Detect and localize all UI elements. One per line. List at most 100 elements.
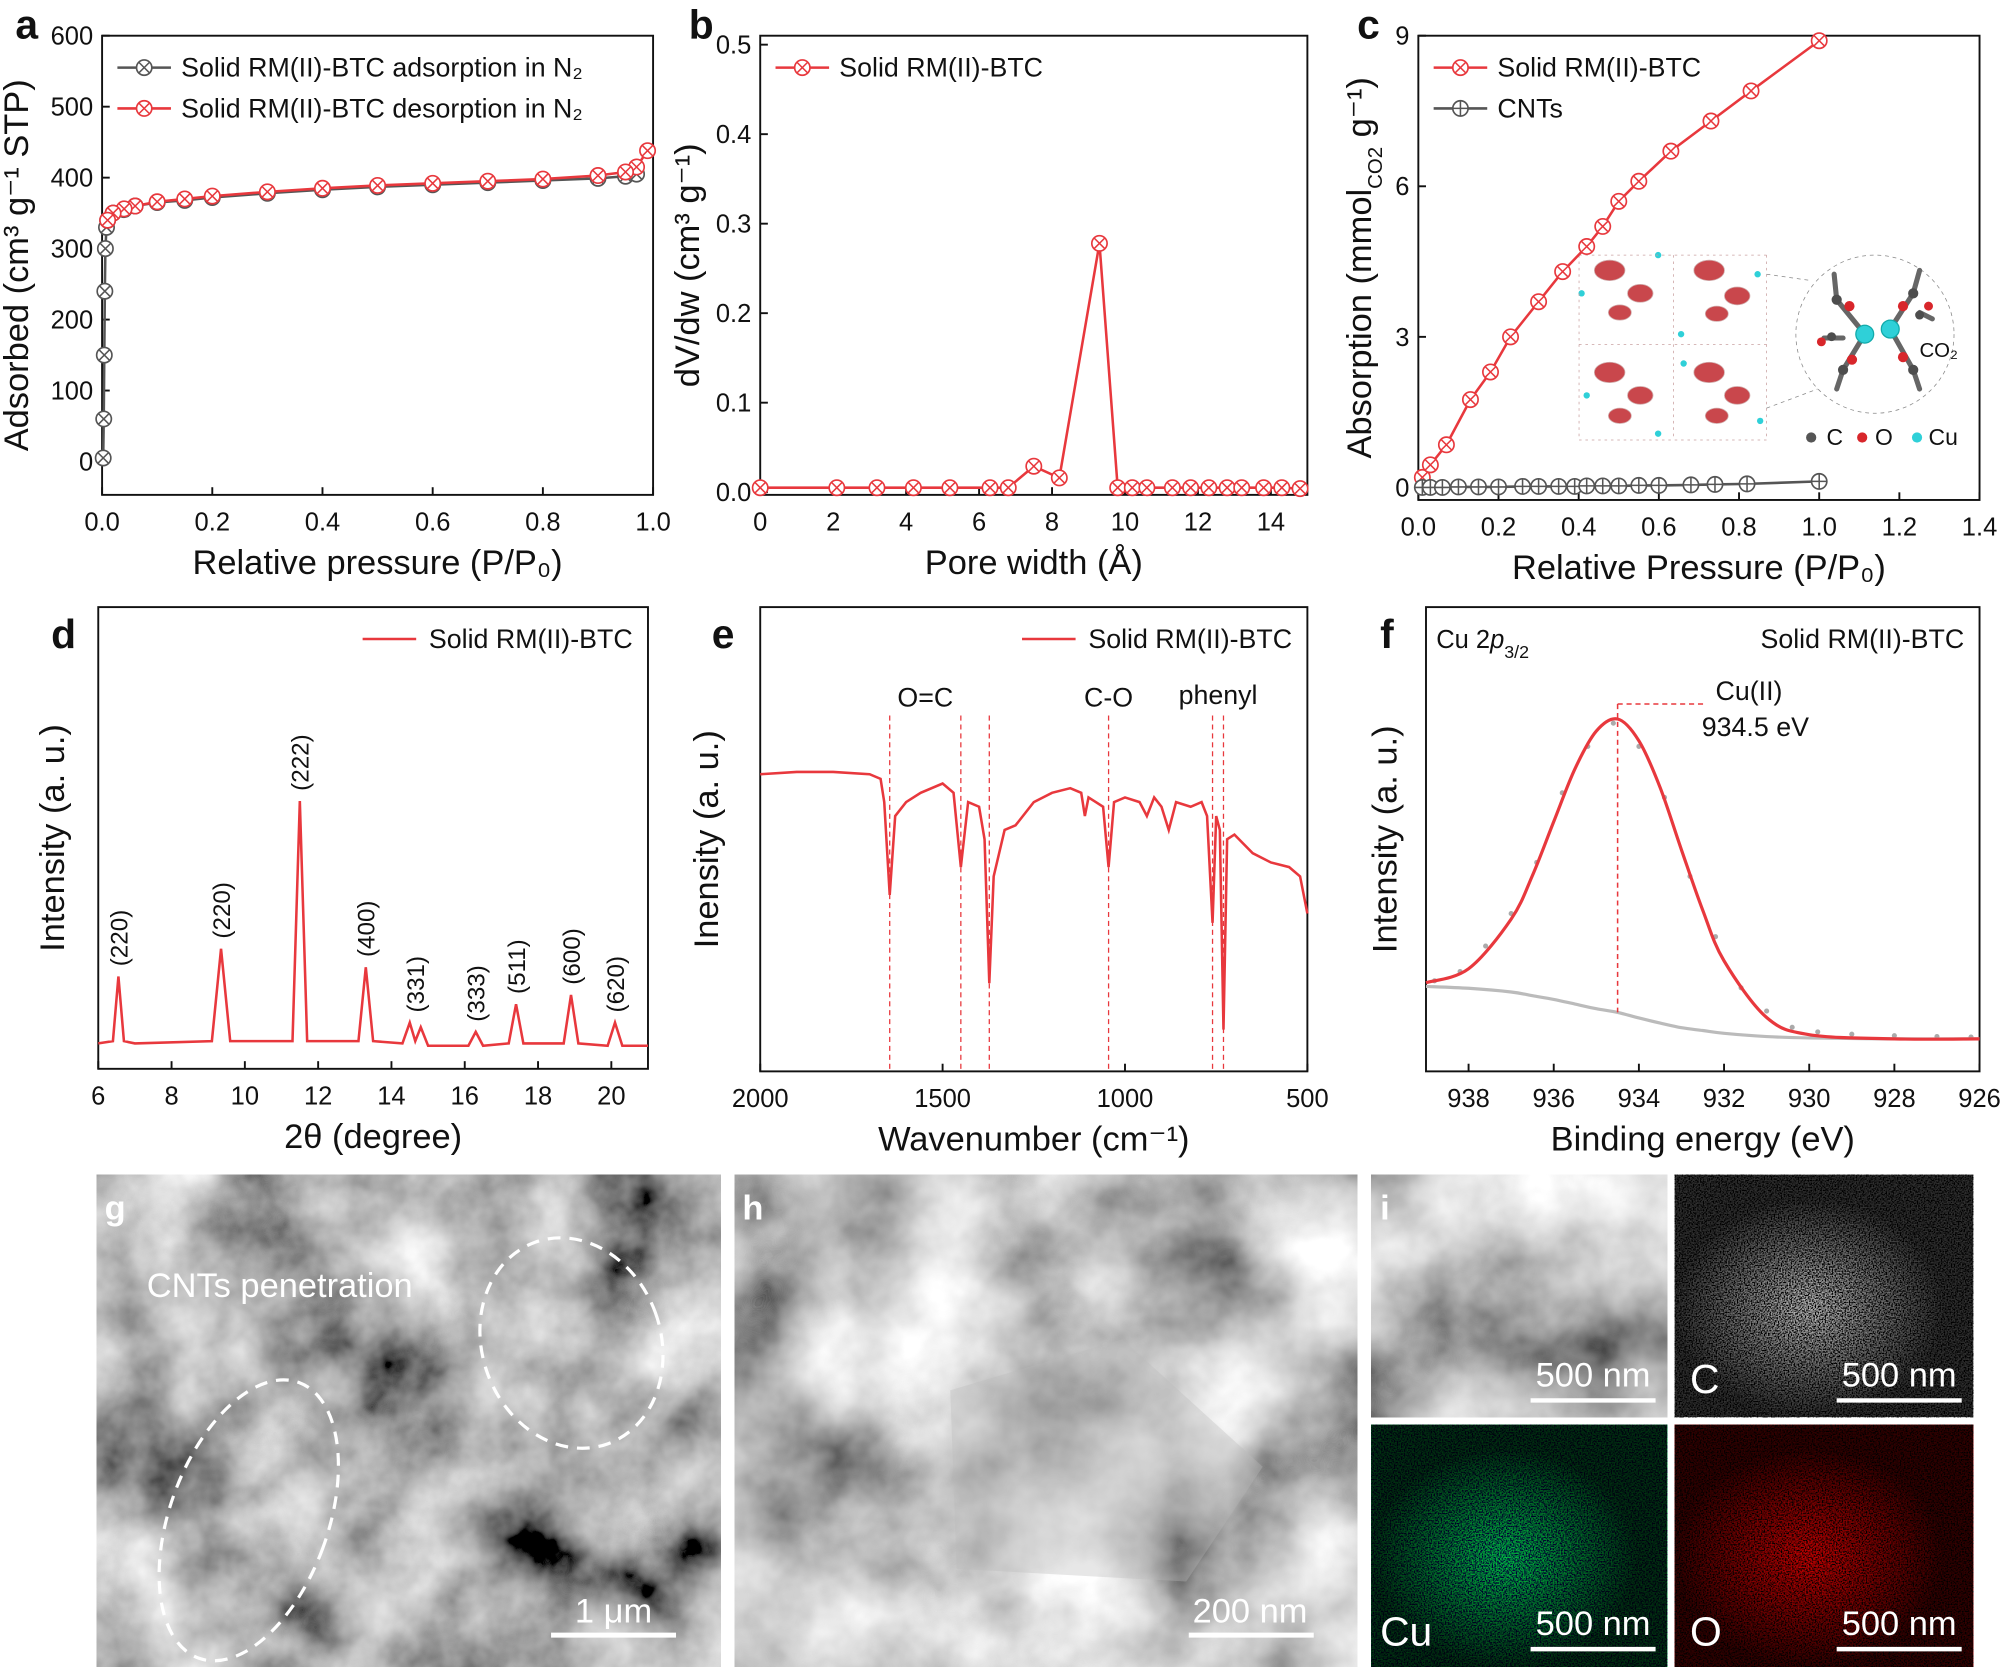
marker-cross xyxy=(830,481,843,494)
marker xyxy=(96,282,114,300)
y-tick-label: 300 xyxy=(51,236,94,264)
y-tick-label: 0.4 xyxy=(716,121,751,149)
plot-frame xyxy=(97,606,649,1070)
series-line xyxy=(760,770,1309,1030)
panel-label: e xyxy=(712,611,735,657)
x-axis-label: Relative Pressure (P/P₀) xyxy=(1512,549,1886,587)
scale-bar-label: 500 nm xyxy=(1842,1356,1957,1394)
y-tick-label: 9 xyxy=(1395,23,1409,51)
marker-cross xyxy=(371,179,384,192)
marker-cross xyxy=(1530,478,1547,495)
scale-bar-label: 500 nm xyxy=(1536,1356,1651,1394)
marker-cross xyxy=(754,481,767,494)
y-tick-label: 3 xyxy=(1395,324,1409,352)
x-tick-label: 2000 xyxy=(732,1085,789,1113)
scale-bar-label: 500 nm xyxy=(1536,1605,1651,1643)
x-axis-label: Pore width (Å) xyxy=(925,543,1143,582)
data-point xyxy=(1789,1024,1795,1030)
x-tick-label: 928 xyxy=(1873,1085,1916,1113)
x-tick-label: 930 xyxy=(1788,1085,1831,1113)
marker-cross xyxy=(1440,438,1453,451)
data-point xyxy=(1815,1029,1821,1035)
marker xyxy=(1461,391,1479,409)
marker xyxy=(1138,479,1156,497)
x-tick-label: 8 xyxy=(164,1083,178,1111)
marker xyxy=(1706,475,1724,493)
marker-cross xyxy=(536,173,549,185)
marker xyxy=(1594,217,1612,235)
peak-label: (400) xyxy=(354,900,381,957)
marker-cross xyxy=(1596,220,1609,233)
marker-cross xyxy=(1683,477,1699,493)
y-tick-label: 0 xyxy=(1395,474,1409,502)
marker xyxy=(1291,480,1309,498)
x-tick-label: 500 xyxy=(1286,1085,1329,1113)
marker xyxy=(148,193,166,211)
peak-label: (620) xyxy=(603,956,630,1013)
marker xyxy=(1233,479,1251,497)
marker xyxy=(203,187,221,205)
marker xyxy=(479,172,497,190)
marker xyxy=(1610,192,1628,210)
y-tick-label: 100 xyxy=(51,377,94,405)
marker xyxy=(1482,363,1499,381)
marker xyxy=(1554,263,1572,281)
x-tick-label: 16 xyxy=(451,1083,479,1111)
y-tick-label: 500 xyxy=(51,94,94,122)
marker xyxy=(1163,479,1181,497)
y-axis-label: Intensity (a. u.) xyxy=(34,724,72,952)
legend-marker xyxy=(1451,99,1469,117)
y-axis-label-part: g⁻¹) xyxy=(1341,77,1379,147)
x-tick-label: 10 xyxy=(1111,509,1139,537)
marker-cross xyxy=(1580,240,1593,253)
element-label: O xyxy=(1690,1608,1722,1654)
marker xyxy=(1530,477,1548,495)
marker xyxy=(1050,469,1068,487)
marker-cross xyxy=(97,452,110,464)
panel-label: i xyxy=(1380,1189,1390,1227)
marker xyxy=(941,479,959,497)
marker-cross xyxy=(1275,481,1288,494)
y-axis-label-part: Absorption (mmol xyxy=(1341,189,1379,459)
band-label: phenyl xyxy=(1179,680,1258,710)
x-tick-label: 932 xyxy=(1703,1085,1746,1113)
legend-label: CNTs xyxy=(1497,93,1562,123)
peak-label: (600) xyxy=(559,928,586,985)
marker xyxy=(1025,457,1043,475)
marker xyxy=(99,211,117,229)
marker-cross xyxy=(1595,478,1611,494)
marker-cross xyxy=(1550,478,1567,495)
marker-cross xyxy=(316,182,329,195)
x-axis-label: Wavenumber (cm⁻¹) xyxy=(878,1120,1189,1158)
panel-label: d xyxy=(51,611,76,657)
x-tick-label: 1000 xyxy=(1097,1085,1154,1113)
scale-bar-label: 200 nm xyxy=(1193,1592,1308,1630)
y-tick-label: 0.3 xyxy=(716,211,751,239)
marker-cross xyxy=(1504,330,1517,343)
marker-cross xyxy=(1166,481,1179,494)
marker xyxy=(1109,479,1127,497)
legend-marker xyxy=(135,59,153,77)
panel-label: g xyxy=(105,1189,126,1227)
marker-cross xyxy=(1235,481,1248,494)
marker-cross xyxy=(944,481,956,494)
marker xyxy=(96,240,114,258)
x-tick-label: 6 xyxy=(972,509,986,537)
marker xyxy=(1578,238,1596,255)
marker xyxy=(1594,477,1612,495)
marker xyxy=(1514,477,1532,495)
marker xyxy=(1566,477,1584,495)
series-line xyxy=(760,243,1301,490)
marker-cross xyxy=(1111,481,1124,494)
marker-cross xyxy=(1221,481,1234,494)
plot-frame xyxy=(1417,34,1981,501)
plot-frame xyxy=(759,34,1309,496)
inset-label: CO₂ xyxy=(1919,340,1958,362)
marker xyxy=(424,174,442,192)
marker xyxy=(1578,477,1596,495)
marker xyxy=(639,142,657,160)
marker-cross xyxy=(1813,34,1826,47)
marker-cross xyxy=(984,481,996,494)
marker xyxy=(1530,293,1548,311)
